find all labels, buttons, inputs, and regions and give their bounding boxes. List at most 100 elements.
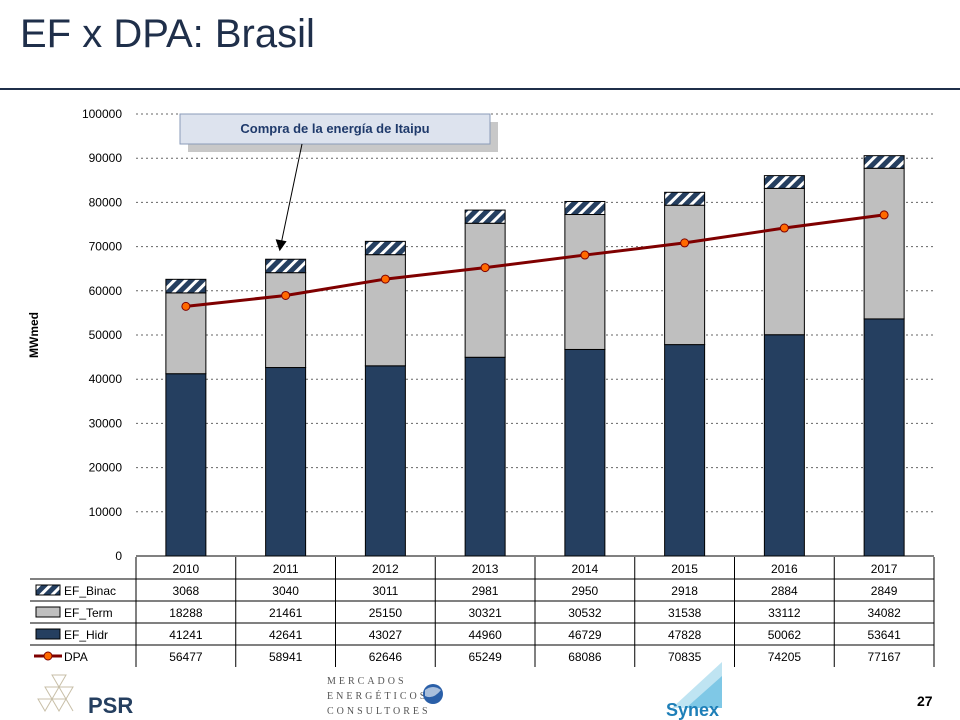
x-tick-label: 2017 (871, 562, 898, 576)
bar-ef-hidr (165, 373, 207, 557)
callout-box (179, 113, 491, 145)
x-tick-label: 2012 (372, 562, 399, 576)
page-number: 27 (917, 693, 933, 709)
table-cell: 2981 (472, 584, 499, 598)
table-cell: 2884 (771, 584, 798, 598)
bar-ef-term (763, 187, 805, 336)
x-tick-label: 2011 (273, 562, 299, 576)
bar-ef-binac (664, 191, 706, 206)
legend-label: EF_Binac (64, 584, 116, 598)
y-tick-label: 60000 (89, 284, 123, 298)
legend-key-ef-binac (35, 584, 61, 596)
psr-logo: PSR (37, 674, 133, 718)
table-cell: 43027 (369, 628, 403, 642)
table-cell: 74205 (768, 650, 802, 664)
bar-ef-binac (364, 240, 406, 256)
table-cell: 2849 (871, 584, 898, 598)
table-cell: 62646 (369, 650, 403, 664)
callout-arrow-line (281, 143, 303, 242)
table-cell: 25150 (369, 606, 403, 620)
table-cell: 70835 (668, 650, 702, 664)
bar-ef-hidr (564, 348, 606, 557)
bar-ef-hidr (863, 318, 905, 557)
callout-arrowhead (275, 239, 287, 252)
mercados-logo-line1: MERCADOS (327, 676, 407, 687)
bar-ef-binac (464, 209, 506, 224)
table-cell: 3068 (173, 584, 200, 598)
y-tick-label: 70000 (89, 240, 123, 254)
bar-ef-hidr (464, 356, 506, 557)
bar-ef-term (265, 272, 307, 369)
table-cell: 65249 (468, 650, 502, 664)
table-cell: 44960 (468, 628, 502, 642)
table-cell: 2950 (572, 584, 599, 598)
y-tick-label: 40000 (89, 372, 123, 386)
mercados-logo-line2: ENERGÉTICOS (327, 690, 428, 702)
table-cell: 30321 (468, 606, 502, 620)
mercados-logo-line3: CONSULTORES (327, 706, 431, 717)
x-tick-label: 2014 (572, 562, 599, 576)
table-cell: 21461 (269, 606, 303, 620)
callout-text: Compra de la energía de Itaipu (240, 121, 429, 136)
x-tick-label: 2015 (671, 562, 698, 576)
table-cell: 30532 (568, 606, 602, 620)
legend-key-ef-hidr (35, 628, 61, 640)
dpa-point (380, 274, 390, 284)
mercados-energeticos-logo: MERCADOS ENERGÉTICOS CONSULTORES (327, 676, 443, 717)
y-tick-label: 30000 (89, 416, 123, 430)
dpa-point (480, 263, 490, 273)
table-cell: 42641 (269, 628, 303, 642)
y-tick-label: 0 (115, 549, 122, 563)
bar-ef-hidr (763, 334, 805, 557)
title-divider (0, 88, 960, 90)
dpa-line (185, 213, 885, 308)
bar-ef-term (863, 167, 905, 320)
dpa-point (879, 210, 889, 220)
table-cell: 58941 (269, 650, 303, 664)
table-cell: 34082 (867, 606, 901, 620)
table-cell: 47828 (668, 628, 702, 642)
table-cell: 33112 (768, 606, 801, 620)
bar-ef-binac (863, 155, 905, 169)
table-cell: 41241 (169, 628, 203, 642)
bar-ef-term (564, 214, 606, 350)
table-cell: 56477 (169, 650, 203, 664)
legend-marker-dpa (43, 651, 53, 661)
page-title: EF x DPA: Brasil (20, 12, 315, 56)
y-axis-title: MWmed (27, 312, 41, 358)
legend-label: EF_Hidr (64, 628, 108, 642)
bar-ef-binac (564, 200, 606, 216)
bar-ef-term (664, 204, 706, 346)
table-cell: 68086 (568, 650, 602, 664)
dpa-point (281, 290, 291, 300)
psr-logo-text: PSR (88, 693, 133, 718)
y-tick-label: 10000 (89, 505, 123, 519)
y-tick-label: 80000 (89, 195, 123, 209)
bar-ef-term (364, 254, 406, 367)
bar-ef-hidr (265, 367, 307, 557)
y-tick-label: 20000 (89, 461, 123, 475)
table-cell: 53641 (867, 628, 901, 642)
table-cell: 31538 (668, 606, 702, 620)
legend-label: EF_Term (64, 606, 113, 620)
x-tick-label: 2010 (173, 562, 200, 576)
bar-ef-binac (763, 175, 805, 189)
bar-ef-hidr (664, 344, 706, 557)
y-tick-label: 90000 (89, 151, 123, 165)
x-tick-label: 2013 (472, 562, 499, 576)
legend-key-ef-term (35, 606, 61, 618)
x-tick-label: 2016 (771, 562, 798, 576)
synex-logo: Synex (666, 662, 722, 720)
legend-label: DPA (64, 650, 88, 664)
synex-logo-text: Synex (666, 700, 719, 720)
y-tick-label: 100000 (82, 107, 122, 121)
bar-ef-hidr (364, 365, 406, 557)
bar-ef-binac (265, 258, 307, 274)
dpa-point (580, 250, 590, 260)
y-tick-label: 50000 (89, 328, 123, 342)
table-cell: 50062 (768, 628, 802, 642)
table-cell: 18288 (169, 606, 203, 620)
dpa-point (779, 223, 789, 233)
dpa-point (680, 238, 690, 248)
